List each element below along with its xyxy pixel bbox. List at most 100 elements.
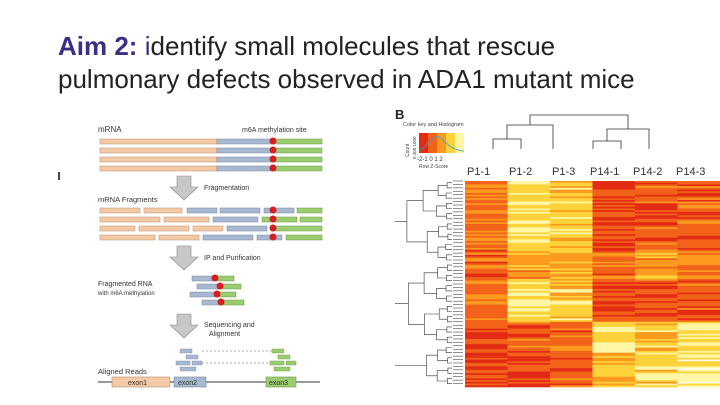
heatmap-cell: [635, 302, 678, 305]
heatmap-cell: [550, 333, 593, 336]
heatmap-cell: [635, 203, 678, 206]
heatmap-cell: [550, 342, 593, 345]
heatmap-cell: [465, 201, 508, 204]
heatmap-cell: [635, 253, 678, 256]
heatmap-cell: [465, 347, 508, 350]
heatmap-cell: [592, 326, 636, 329]
heatmap-cell: [507, 229, 551, 232]
heatmap-cell: [677, 344, 720, 347]
heatmap-cell: [677, 318, 720, 321]
heatmap-cell: [635, 381, 678, 384]
heatmap-cell: [592, 211, 636, 214]
row-dendrogram-branch: [445, 192, 452, 199]
heatmap-cell: [550, 198, 593, 201]
heatmap-cell: [550, 349, 593, 352]
heatmap-cell: [550, 194, 593, 197]
heatmap-cell: [465, 383, 508, 386]
heatmap-cell: [677, 364, 720, 367]
heatmap-cell: [465, 222, 508, 225]
heatmap-cell: [677, 306, 720, 309]
heatmap-cell: [550, 205, 593, 208]
heatmap-cell: [550, 318, 593, 321]
heatmap-cell: [507, 277, 551, 280]
heatmap-cell: [592, 369, 636, 372]
heatmap-cell: [507, 256, 551, 259]
row-dendrogram-branch: [446, 336, 452, 343]
heatmap-cell: [635, 247, 678, 250]
heatmap-cell: [635, 263, 678, 266]
heatmap-cell: [507, 271, 551, 274]
heatmap-cell: [465, 230, 508, 233]
row-dendrogram-branch: [426, 231, 439, 253]
heatmap-cell: [635, 280, 678, 283]
heatmap-cell: [550, 259, 593, 262]
heatmap-cell: [677, 381, 720, 384]
heatmap-cell: [465, 357, 508, 360]
heatmap-cell: [507, 284, 551, 287]
heatmap-cell: [550, 220, 593, 223]
heatmap-cell: [507, 222, 551, 225]
heatmap-cell: [635, 362, 678, 365]
heatmap-cell: [550, 199, 593, 202]
heatmap-cell: [677, 181, 720, 184]
heatmap-cell: [635, 182, 678, 185]
heatmap-cell: [635, 196, 678, 199]
heatmap-cell: [592, 292, 636, 295]
heatmap-cell: [635, 199, 678, 202]
heatmap-cell: [635, 237, 678, 240]
heatmap-cell: [592, 354, 636, 357]
heatmap-cell: [550, 187, 593, 190]
heatmap-cell: [507, 254, 551, 257]
heatmap-cell: [550, 249, 593, 252]
heatmap-cell: [507, 380, 551, 383]
heatmap-cell: [677, 354, 720, 357]
heatmap-cell: [635, 366, 678, 369]
heatmap-cell: [465, 271, 508, 274]
heatmap-cell: [550, 296, 593, 299]
heatmap-cell: [507, 330, 551, 333]
heatmap-cell: [550, 364, 593, 367]
heatmap-cell: [592, 258, 636, 261]
heatmap-cell: [465, 261, 508, 264]
heatmap-cell: [550, 338, 593, 341]
heatmap-cell: [592, 203, 636, 206]
title-rest: dentify small molecules that rescue pulm…: [58, 31, 635, 94]
heatmap-cell: [635, 271, 678, 274]
heatmap-cell: [635, 368, 678, 371]
heatmap-cell: [465, 211, 508, 214]
heatmap-cell: [677, 242, 720, 245]
heatmap-cell: [635, 330, 678, 333]
heatmap-cell: [550, 356, 593, 359]
heatmap-cell: [677, 251, 720, 254]
heatmap-cell: [465, 215, 508, 218]
heatmap-cell: [677, 229, 720, 232]
heatmap-cell: [635, 187, 678, 190]
heatmap-cell: [592, 323, 636, 326]
heatmap-cell: [592, 301, 636, 304]
heatmap-cell: [677, 193, 720, 196]
heatmap-cell: [465, 313, 508, 316]
heatmap-cell: [592, 306, 636, 309]
heatmap-cell: [507, 309, 551, 312]
aligned-reads: [175, 348, 297, 372]
heatmap-cell: [635, 337, 678, 340]
heatmap-cell: [550, 308, 593, 311]
heatmap-cell: [465, 184, 508, 187]
heatmap-cell: [635, 232, 678, 235]
heatmap-cell: [677, 314, 720, 317]
heatmap-cell: [507, 318, 551, 321]
heatmap-cell: [592, 223, 636, 226]
heatmap-cell: [507, 373, 551, 376]
heatmap-cell: [550, 206, 593, 209]
ip-purification-arrow: [169, 245, 199, 271]
heatmap-cell: [635, 191, 678, 194]
heatmap-cell: [550, 359, 593, 362]
heatmap-cell: [507, 357, 551, 360]
heatmap-cell: [465, 326, 508, 329]
heatmap-cell: [507, 232, 551, 235]
heatmap-cell: [550, 326, 593, 329]
heatmap-cell: [550, 306, 593, 309]
heatmap-cell: [677, 223, 720, 226]
heatmap-cell: [677, 309, 720, 312]
heatmap-cell: [677, 275, 720, 278]
